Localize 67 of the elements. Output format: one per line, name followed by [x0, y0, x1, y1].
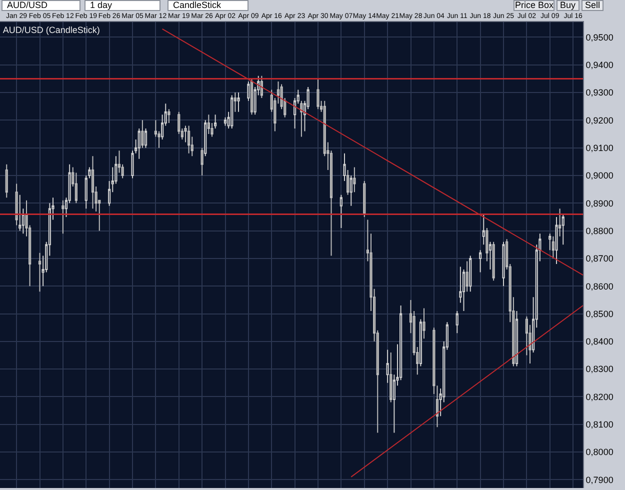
candlestick — [479, 250, 482, 273]
candlestick — [234, 92, 236, 112]
candlestick — [502, 241, 505, 287]
y-tick-label: 0,9100 — [586, 142, 614, 153]
candlestick — [469, 255, 472, 292]
candlestick — [548, 233, 552, 251]
candlestick — [138, 128, 140, 160]
candlestick — [340, 194, 342, 229]
candlestick — [353, 166, 356, 193]
candlestick — [482, 214, 485, 246]
y-tick-label: 0,9500 — [586, 32, 614, 42]
candlestick — [555, 216, 558, 264]
y-tick-label: 0,9200 — [586, 115, 614, 126]
y-tick-label: 0,9400 — [586, 60, 614, 70]
text: Sell — [585, 0, 600, 10]
y-tick-label: 0,8600 — [586, 281, 614, 292]
text: Buy — [560, 0, 576, 10]
candlestick — [552, 236, 554, 259]
candlestick — [141, 120, 144, 148]
candlestick — [188, 125, 190, 154]
candlestick — [515, 310, 518, 367]
y-tick-label: 0,8000 — [586, 447, 614, 458]
candlestick — [346, 169, 350, 196]
candlestick — [144, 128, 148, 148]
y-tick-label: 0,8300 — [586, 364, 614, 374]
candlestick — [343, 152, 346, 182]
y-tick-label: 0,8900 — [586, 198, 614, 208]
candlestick — [200, 147, 204, 176]
chart-title: AUD/USD (CandleStick) — [2, 25, 100, 36]
candlestick — [466, 260, 468, 292]
text: AUD/USD — [7, 0, 48, 10]
y-tick-label: 0,8800 — [586, 226, 614, 236]
y-tick-label: 0,9000 — [586, 170, 614, 181]
y-tick-label: 0,9300 — [586, 88, 614, 98]
text: Price Box — [515, 0, 554, 10]
candlestick — [422, 308, 426, 340]
candlestick — [456, 310, 458, 334]
candlestick — [488, 241, 492, 270]
candlestick — [316, 78, 320, 110]
y-tick-label: 0,8700 — [586, 254, 614, 264]
candlestick — [207, 114, 210, 135]
candlestick — [237, 92, 240, 112]
candlestick — [204, 120, 207, 157]
text: 1 day — [90, 0, 113, 10]
candlestick — [247, 80, 250, 102]
candlestick — [419, 318, 422, 367]
candlestick — [562, 214, 564, 246]
y-tick-label: 0,8400 — [586, 336, 614, 347]
candlestick — [260, 75, 263, 99]
candlestick — [214, 114, 217, 129]
candlestick — [492, 241, 495, 282]
candlestick — [350, 174, 352, 206]
candlestick — [558, 208, 562, 237]
candlestick — [390, 352, 392, 403]
candlestick — [462, 269, 466, 312]
candlestick — [250, 78, 254, 116]
y-tick-label: 0,8100 — [586, 420, 614, 430]
text: CandleStick — [173, 0, 222, 10]
candlestick — [363, 180, 366, 218]
candlestick — [486, 228, 488, 262]
y-tick-label: 0,8200 — [586, 392, 614, 402]
candlestick — [386, 349, 389, 384]
candlestick — [168, 108, 170, 124]
candlestick — [230, 94, 234, 129]
y-tick-label: 0,7900 — [586, 474, 614, 485]
y-tick-label: 0,8500 — [586, 308, 614, 319]
candlestick — [300, 100, 303, 138]
